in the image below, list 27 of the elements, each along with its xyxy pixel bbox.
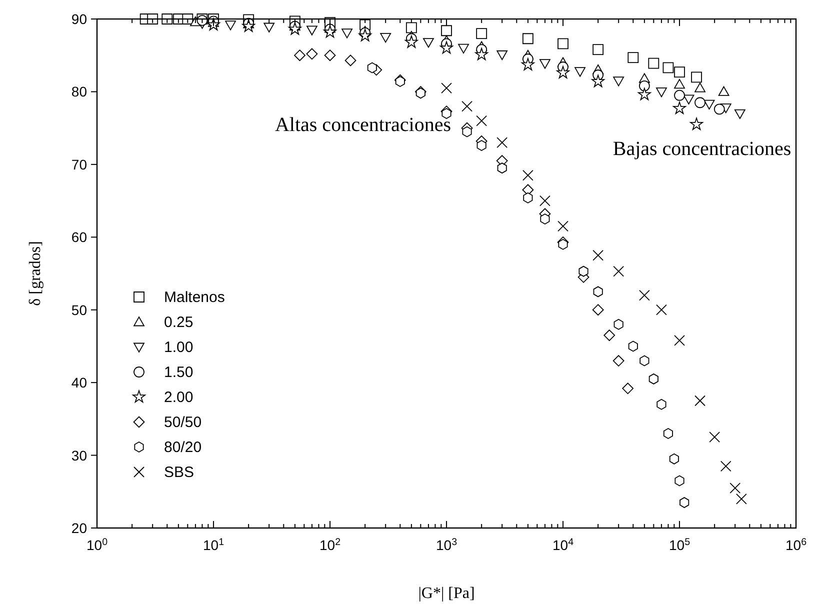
legend-label: SBS — [164, 464, 194, 481]
x-tick-label: 10$^{6}$ — [785, 536, 808, 553]
y-tick-label: 80 — [71, 84, 88, 100]
x-tick-label: 10$^{5}$ — [668, 536, 691, 553]
y-tick-label: 60 — [71, 229, 88, 246]
legend-label: Maltenos — [164, 289, 225, 306]
y-tick-label: 50 — [71, 302, 88, 318]
x-tick-label: 10$^{2}$ — [319, 536, 341, 553]
x-axis-title: |G*| [Pa] — [418, 585, 475, 602]
y-tick-label: 30 — [71, 447, 88, 464]
x-tick-label: 10$^{3}$ — [436, 536, 458, 553]
x-tick-label: 10$^{0}$ — [86, 536, 108, 553]
legend-label: 2.00 — [164, 389, 194, 406]
legend-label: 50/50 — [164, 414, 202, 431]
annotation: Bajas concentraciones — [612, 138, 792, 160]
x-tick-label: 10$^{4}$ — [552, 536, 574, 553]
y-tick-label: 90 — [71, 11, 88, 27]
y-tick-label: 20 — [71, 520, 88, 536]
y-tick-label: 70 — [71, 156, 88, 172]
y-axis-title: δ [grados] — [27, 241, 44, 306]
legend-label: 1.50 — [164, 364, 194, 381]
x-tick-label: 10$^{1}$ — [202, 536, 224, 553]
annotation: Altas concentraciones — [274, 114, 452, 136]
legend-label: 0.25 — [164, 314, 194, 331]
legend-label: 1.00 — [164, 339, 194, 356]
legend-label: 80/20 — [164, 439, 202, 456]
y-tick-label: 40 — [71, 374, 88, 391]
